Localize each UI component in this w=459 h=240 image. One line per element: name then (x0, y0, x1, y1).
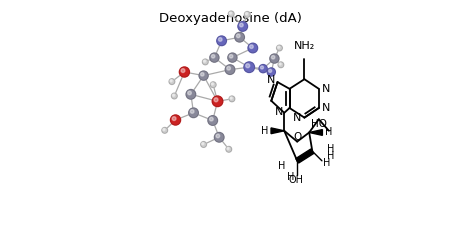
Text: OH: OH (288, 174, 303, 185)
Circle shape (269, 54, 278, 63)
Circle shape (170, 115, 180, 125)
Circle shape (237, 22, 247, 31)
Circle shape (211, 54, 214, 58)
Circle shape (168, 79, 174, 84)
Circle shape (229, 96, 234, 102)
Circle shape (239, 23, 243, 27)
Polygon shape (270, 128, 284, 134)
Circle shape (171, 93, 177, 99)
Circle shape (243, 62, 254, 72)
Circle shape (172, 94, 174, 96)
Circle shape (162, 128, 165, 131)
Circle shape (236, 34, 240, 38)
Text: HO: HO (310, 119, 326, 129)
Circle shape (260, 66, 263, 69)
Text: N: N (321, 84, 330, 94)
Circle shape (258, 65, 267, 73)
Text: N: N (321, 103, 330, 113)
Circle shape (181, 69, 185, 72)
Circle shape (271, 55, 274, 59)
Circle shape (202, 59, 208, 65)
Circle shape (170, 80, 172, 82)
Circle shape (211, 83, 213, 85)
Circle shape (228, 11, 234, 17)
Text: H: H (287, 172, 294, 182)
Circle shape (179, 67, 189, 77)
Circle shape (268, 69, 271, 72)
Circle shape (200, 142, 206, 147)
Text: H: H (325, 127, 332, 138)
Circle shape (227, 53, 236, 62)
Text: O: O (293, 132, 301, 142)
Text: NH₂: NH₂ (293, 41, 314, 51)
Text: H: H (326, 151, 333, 161)
Circle shape (218, 38, 222, 41)
Circle shape (245, 12, 247, 15)
Circle shape (267, 68, 275, 76)
Circle shape (188, 108, 198, 118)
Circle shape (277, 46, 279, 48)
Circle shape (201, 143, 203, 145)
Text: Deoxyadenosine (dA): Deoxyadenosine (dA) (158, 12, 301, 25)
Text: N: N (266, 75, 274, 85)
Circle shape (216, 134, 219, 138)
Circle shape (225, 146, 231, 152)
Circle shape (200, 72, 204, 76)
Circle shape (190, 110, 194, 113)
Circle shape (276, 45, 282, 51)
Circle shape (249, 45, 253, 48)
Circle shape (244, 12, 250, 17)
Circle shape (212, 96, 222, 107)
Circle shape (210, 82, 216, 88)
Circle shape (199, 71, 208, 80)
Circle shape (172, 117, 176, 120)
Circle shape (216, 36, 226, 46)
Polygon shape (295, 149, 313, 163)
Circle shape (230, 97, 232, 99)
Circle shape (229, 54, 232, 58)
Polygon shape (308, 130, 322, 135)
Circle shape (162, 127, 167, 133)
Circle shape (187, 91, 191, 95)
Text: H: H (260, 126, 268, 136)
Circle shape (247, 43, 257, 53)
Circle shape (209, 117, 213, 121)
Circle shape (226, 66, 230, 70)
Circle shape (278, 63, 280, 65)
Circle shape (229, 12, 231, 14)
Text: N: N (274, 107, 282, 117)
Circle shape (277, 62, 283, 68)
Circle shape (203, 60, 205, 62)
Circle shape (186, 90, 195, 99)
Circle shape (214, 132, 224, 142)
Circle shape (226, 147, 229, 150)
Circle shape (209, 53, 218, 62)
Circle shape (213, 98, 218, 102)
Circle shape (234, 32, 244, 42)
Text: H: H (278, 161, 285, 171)
Text: N: N (292, 113, 301, 123)
Text: H: H (322, 158, 330, 168)
Circle shape (225, 65, 234, 74)
Circle shape (207, 116, 217, 125)
Text: H: H (326, 144, 333, 154)
Circle shape (245, 64, 249, 68)
